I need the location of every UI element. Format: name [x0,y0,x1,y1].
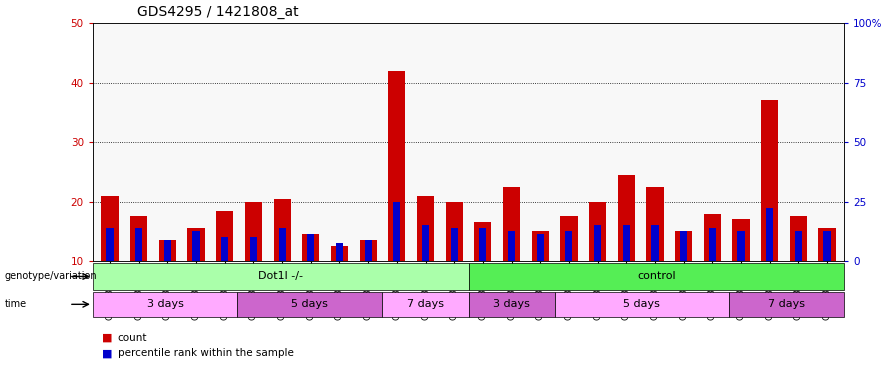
Bar [135,228,142,261]
Text: 5 days: 5 days [291,299,328,310]
Bar [93,263,469,290]
Bar [761,101,778,261]
Bar [302,234,319,261]
Bar [537,234,544,261]
Bar [446,202,463,261]
Bar [508,231,515,261]
Bar [164,240,171,261]
Bar [618,175,635,261]
Bar [422,225,429,261]
Bar [130,217,148,261]
Bar [417,196,434,261]
Bar [766,208,774,261]
Text: 7 days: 7 days [768,299,805,310]
Bar [221,237,228,261]
Bar [393,202,400,261]
Bar [102,196,118,261]
Bar [795,231,802,261]
Text: ■: ■ [102,348,112,358]
Text: percentile rank within the sample: percentile rank within the sample [118,348,293,358]
Text: 3 days: 3 days [493,299,530,310]
Bar [704,214,720,261]
Bar [451,228,458,261]
Bar [469,292,555,317]
Bar [159,240,176,261]
Text: control: control [637,271,675,281]
Bar [245,202,262,261]
Bar [565,231,573,261]
Text: 7 days: 7 days [407,299,444,310]
Bar [187,228,205,261]
Bar [250,237,257,261]
Bar [732,220,750,261]
Text: 5 days: 5 days [623,299,660,310]
Bar [360,240,377,261]
Bar [709,228,716,261]
Text: count: count [118,333,147,343]
Bar [331,246,348,261]
Bar [273,199,291,261]
Bar [93,292,237,317]
Bar [531,231,549,261]
Text: 3 days: 3 days [147,299,184,310]
Bar [336,243,343,261]
Bar [106,228,114,261]
Bar [479,228,486,261]
Bar [728,292,844,317]
Bar [589,202,606,261]
Bar [555,292,728,317]
Bar [503,187,520,261]
Bar [652,225,659,261]
Bar [382,292,469,317]
Bar [278,228,286,261]
Bar [388,71,406,261]
Text: Dot1l -/-: Dot1l -/- [258,271,303,281]
Bar [819,228,835,261]
Bar [193,231,200,261]
Bar [237,292,382,317]
Bar [789,217,807,261]
Bar [823,231,831,261]
Bar [594,225,601,261]
Bar [308,234,315,261]
Bar [364,240,372,261]
Bar [737,231,744,261]
Bar [622,225,629,261]
Text: ■: ■ [102,333,112,343]
Bar [680,231,687,261]
Text: genotype/variation: genotype/variation [4,271,97,281]
Text: time: time [4,299,27,310]
Bar [217,210,233,261]
Bar [646,187,664,261]
Bar [469,263,844,290]
Bar [675,231,692,261]
Bar [560,217,577,261]
Text: GDS4295 / 1421808_at: GDS4295 / 1421808_at [137,5,299,19]
Bar [474,222,492,261]
